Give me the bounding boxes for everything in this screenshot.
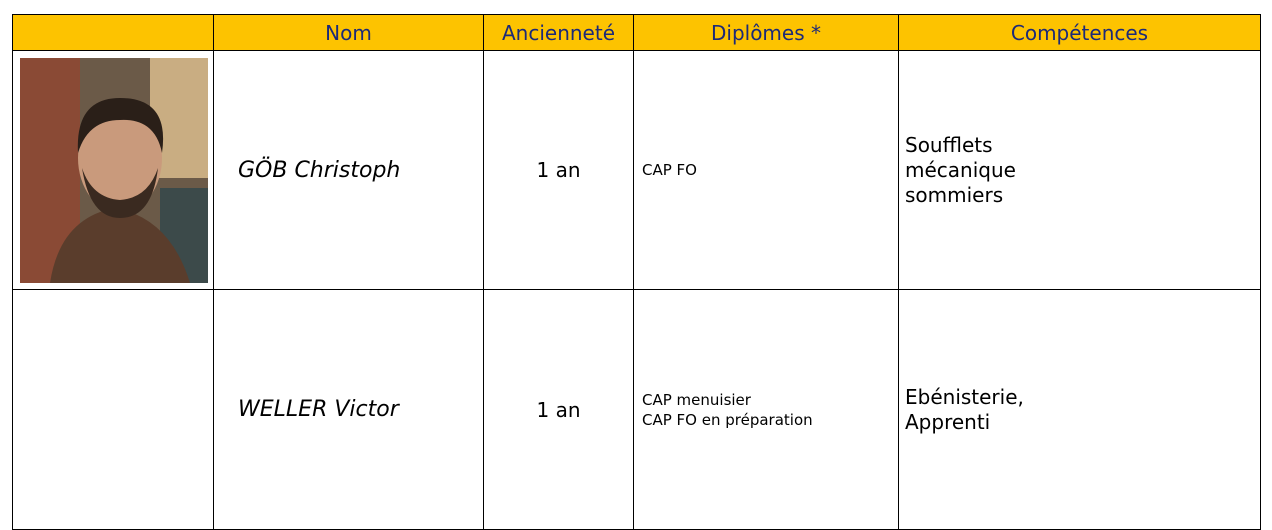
skill-line: Soufflets: [905, 132, 993, 157]
diploma-line: CAP FO en préparation: [642, 410, 813, 429]
seniority-cell: 1 an: [483, 50, 634, 290]
row: WELLER Victor 1 an CAP menuisier CAP FO …: [12, 289, 1261, 530]
header-row: Nom Ancienneté Diplômes * Compétences: [12, 14, 1261, 51]
diploma-line: CAP FO: [642, 161, 697, 179]
staff-table: Nom Ancienneté Diplômes * Compétences GÖ…: [12, 14, 1261, 530]
skill-line: Apprenti: [905, 409, 991, 434]
row: GÖB Christoph 1 an CAP FO Soufflets méca…: [12, 50, 1261, 290]
skill-line: mécanique: [905, 157, 1016, 182]
skill-line: sommiers: [905, 182, 1004, 207]
skills-cell: Soufflets mécanique sommiers: [898, 50, 1261, 290]
photo: [20, 57, 208, 283]
header-cell: [12, 14, 214, 51]
header-cell: Compétences: [898, 14, 1261, 51]
skill-line: Ebénisterie,: [905, 384, 1024, 409]
diploma-cell: CAP menuisier CAP FO en préparation: [633, 289, 899, 530]
header-cell: Diplômes *: [633, 14, 899, 51]
header-cell: Nom: [213, 14, 484, 51]
photo-cell: [12, 289, 214, 530]
skills-cell: Ebénisterie, Apprenti: [898, 289, 1261, 530]
seniority-cell: 1 an: [483, 289, 634, 530]
page: Nom Ancienneté Diplômes * Compétences GÖ…: [12, 14, 1261, 530]
photo-cell: [12, 50, 214, 290]
name-cell: GÖB Christoph: [213, 50, 484, 290]
diploma-cell: CAP FO: [633, 50, 899, 290]
diploma-line: CAP menuisier: [642, 390, 751, 409]
name-cell: WELLER Victor: [213, 289, 484, 530]
header-cell: Ancienneté: [483, 14, 634, 51]
